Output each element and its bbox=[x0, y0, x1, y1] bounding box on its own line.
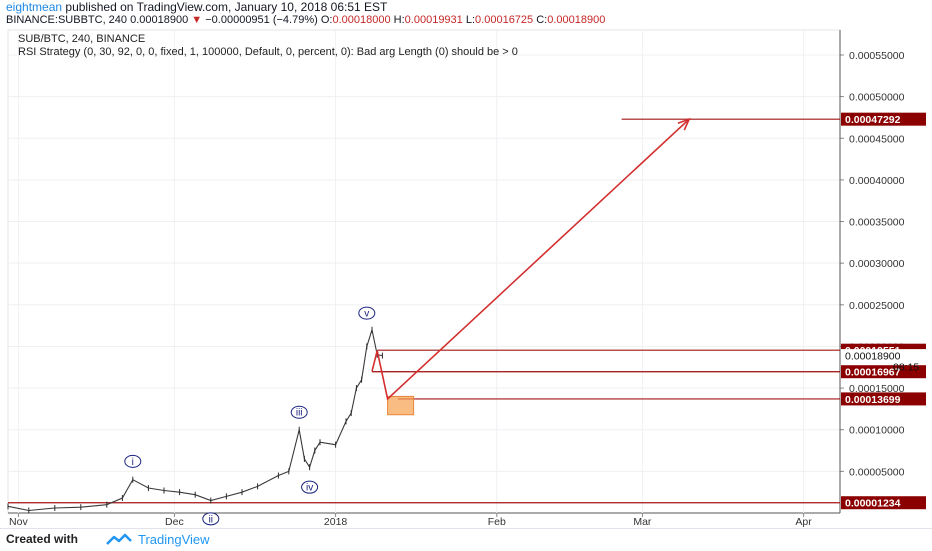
y-tick-label: 0.00040000 bbox=[849, 175, 905, 187]
tradingview-brand[interactable]: TradingView bbox=[138, 532, 210, 547]
level-price-tag bbox=[841, 365, 926, 379]
wave-label: i bbox=[132, 457, 134, 468]
level-price-text: 0.00047292 bbox=[845, 114, 901, 126]
wave-label-circle bbox=[202, 512, 220, 526]
current-price-tag bbox=[841, 349, 926, 363]
down-triangle-icon: ▼ bbox=[191, 14, 203, 26]
x-tick-label: Mar bbox=[633, 516, 652, 528]
level-price-text: 0.00016967 bbox=[845, 367, 901, 379]
low-value: 0.00016725 bbox=[475, 14, 534, 26]
price-chart[interactable]: 0.000050000.000100000.000150000.00020000… bbox=[0, 0, 932, 528]
tradingview-cloud-icon bbox=[106, 533, 132, 545]
wave-label: v bbox=[364, 309, 369, 320]
projection-arrowhead bbox=[677, 117, 691, 131]
level-price-text: 0.00013699 bbox=[845, 394, 901, 406]
wave-label-circle bbox=[301, 480, 319, 494]
price-change: −0.00000951 (−4.79%) bbox=[205, 14, 318, 26]
level-price-tag bbox=[841, 112, 926, 126]
level-price-tag bbox=[841, 392, 926, 406]
wave-label: iv bbox=[306, 483, 313, 494]
projection-path bbox=[371, 118, 690, 401]
current-price-text: 0.00018900 bbox=[845, 351, 901, 363]
high-label: H: bbox=[393, 14, 405, 26]
bar-countdown-text: 08:15 bbox=[893, 362, 919, 374]
published-text: published on TradingView.com, January 10… bbox=[65, 0, 388, 14]
y-tick-label: 0.00055000 bbox=[849, 50, 905, 62]
wave-label-circle bbox=[124, 454, 142, 468]
high-value: 0.00019931 bbox=[404, 14, 463, 26]
close-value: 0.00018900 bbox=[547, 14, 606, 26]
wave-label: iii bbox=[296, 408, 303, 419]
y-tick-label: 0.00035000 bbox=[849, 217, 905, 229]
open-label: O: bbox=[320, 14, 333, 26]
symbol-label: BINANCE:SUBBTC, 240 bbox=[6, 14, 128, 26]
wave-label: ii bbox=[209, 514, 213, 525]
publish-info: eightmean published on TradingView.com, … bbox=[6, 1, 387, 14]
author-link[interactable]: eightmean bbox=[6, 0, 63, 14]
chart-legend: SUB/BTC, 240, BINANCE RSI Strategy (0, 3… bbox=[18, 33, 518, 59]
symbol-ohlc-line: BINANCE:SUBBTC, 240 0.00018900 ▼ −0.0000… bbox=[6, 14, 605, 26]
low-label: L: bbox=[465, 14, 476, 26]
open-value: 0.00018000 bbox=[332, 14, 391, 26]
x-tick-label: Apr bbox=[795, 516, 812, 528]
x-tick-label: Feb bbox=[488, 516, 506, 528]
x-tick-label: Dec bbox=[165, 516, 184, 528]
created-with-label: Created with bbox=[6, 532, 79, 546]
y-tick-label: 0.00025000 bbox=[849, 300, 905, 312]
y-tick-label: 0.00015000 bbox=[849, 383, 905, 395]
y-tick-label: 0.00005000 bbox=[849, 466, 905, 478]
level-price-tag bbox=[841, 496, 926, 510]
x-tick-label: Nov bbox=[9, 516, 28, 528]
y-tick-label: 0.00030000 bbox=[849, 258, 905, 270]
last-price: 0.00018900 bbox=[130, 14, 189, 26]
level-price-text: 0.00001234 bbox=[845, 498, 901, 510]
x-tick-label: 2018 bbox=[324, 516, 348, 528]
y-tick-label: 0.00045000 bbox=[849, 133, 905, 145]
wave-label-circle bbox=[290, 405, 308, 419]
y-tick-label: 0.00010000 bbox=[849, 425, 905, 437]
close-label: C: bbox=[536, 14, 548, 26]
legend-indicator: RSI Strategy (0, 30, 92, 0, 0, fixed, 1,… bbox=[18, 46, 518, 58]
legend-symbol: SUB/BTC, 240, BINANCE bbox=[18, 33, 146, 45]
wave-label-circle bbox=[358, 306, 376, 320]
y-tick-label: 0.00050000 bbox=[849, 92, 905, 104]
target-zone bbox=[387, 395, 415, 416]
footer-bar: Created with TradingView bbox=[0, 528, 932, 551]
plot-area bbox=[7, 29, 841, 514]
